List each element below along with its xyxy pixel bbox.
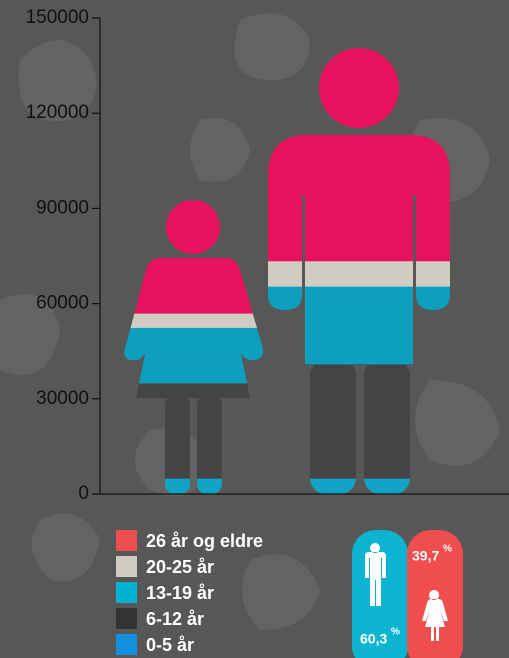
share-badges: 60,3% 39,7% — [352, 530, 463, 658]
legend-label: 26 år og eldre — [146, 531, 263, 551]
legend-swatch — [116, 608, 137, 629]
y-tick-label: 150000 — [26, 7, 89, 28]
legend-label: 6-12 år — [146, 609, 204, 629]
badge-unit: % — [443, 544, 452, 555]
badge-value: 39,7 — [412, 548, 439, 564]
y-tick-label: 60000 — [36, 293, 89, 314]
legend-label: 20-25 år — [146, 557, 214, 577]
chart: 0-5 år 6-12 år 13-19 år 20-25 år 26 år og el… — [0, 0, 509, 658]
legend-swatch — [116, 530, 137, 551]
badge-unit: % — [391, 627, 400, 638]
y-tick-label: 0 — [78, 483, 89, 504]
legend-label: 13-19 år — [146, 583, 214, 603]
y-tick-label: 120000 — [26, 102, 89, 123]
legend-swatch — [116, 582, 137, 603]
y-tick-label: 30000 — [36, 388, 89, 409]
segment — [262, 261, 456, 287]
legend-label: 0-5 år — [146, 635, 194, 655]
badge-value: 60,3 — [360, 631, 387, 647]
legend-swatch — [116, 634, 137, 655]
y-tick-label: 90000 — [36, 197, 89, 218]
legend-swatch — [116, 556, 137, 577]
segment — [120, 313, 268, 328]
